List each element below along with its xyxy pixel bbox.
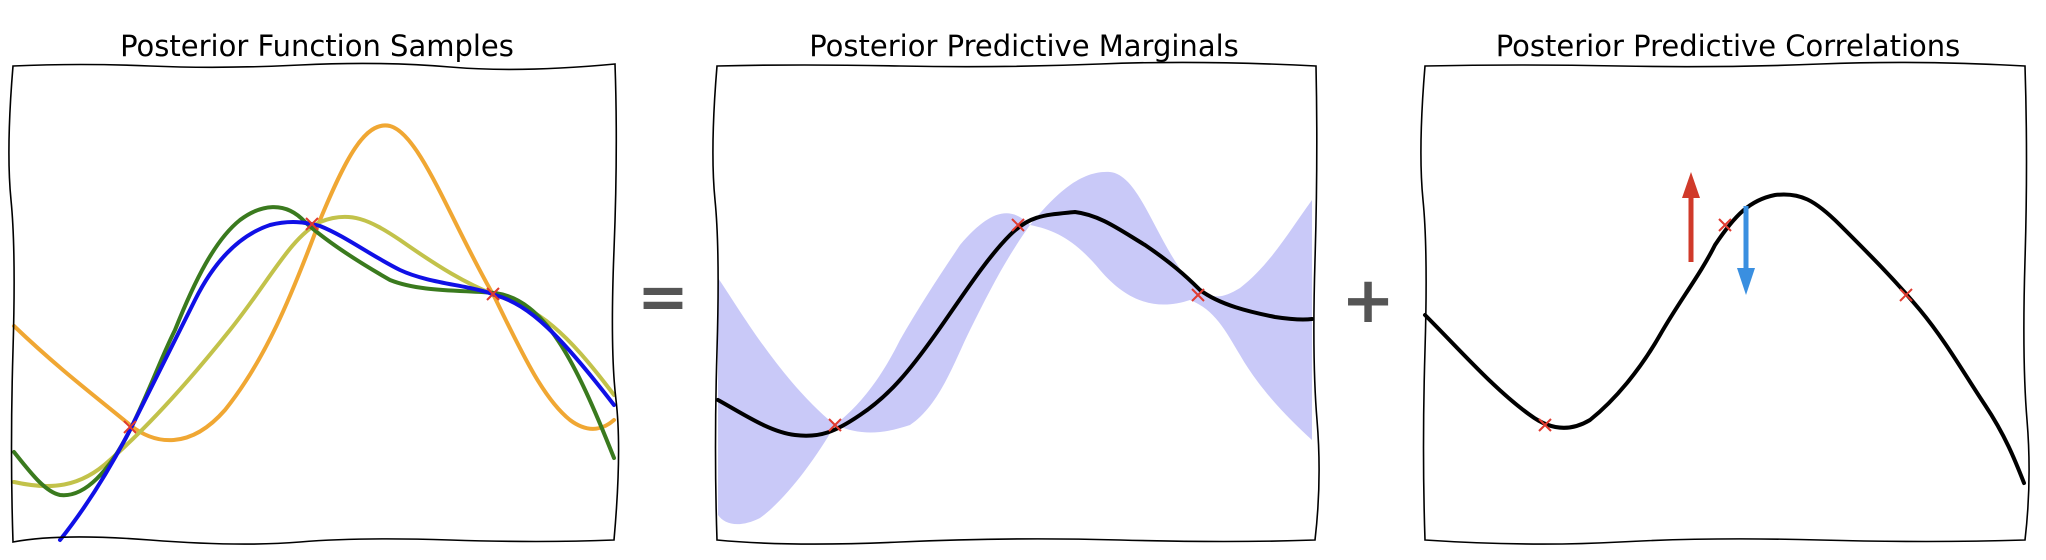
observation-marker-7 bbox=[1538, 418, 1552, 432]
observation-marker-2 bbox=[305, 217, 319, 231]
plus-operator: + bbox=[1341, 264, 1395, 338]
panel-frame-correlations bbox=[1420, 61, 2030, 545]
observation-marker-6 bbox=[1191, 288, 1205, 302]
blue-down-arrow bbox=[1737, 206, 1755, 295]
observation-marker-9 bbox=[1899, 288, 1913, 302]
panel-title-samples: Posterior Function Samples bbox=[120, 29, 514, 63]
panel-posterior-function-samples: Posterior Function Samples bbox=[8, 29, 620, 545]
observation-marker-1 bbox=[123, 420, 137, 434]
correlation-sample-curve bbox=[1423, 192, 2026, 485]
red-up-arrow bbox=[1682, 172, 1700, 262]
sample-curve-green bbox=[12, 205, 616, 498]
observation-marker-8 bbox=[1718, 218, 1732, 232]
panel-posterior-predictive-correlations: Posterior Predictive Correlations bbox=[1420, 29, 2030, 545]
observation-marker-3 bbox=[486, 287, 500, 301]
panel-title-marginals: Posterior Predictive Marginals bbox=[809, 29, 1239, 63]
equals-operator: = bbox=[637, 260, 689, 333]
observation-marker-4 bbox=[828, 418, 842, 432]
sample-curve-olive bbox=[12, 214, 616, 488]
panel-title-correlations: Posterior Predictive Correlations bbox=[1496, 29, 1961, 63]
observation-marker-5 bbox=[1011, 218, 1025, 232]
panel-frame-samples bbox=[8, 62, 620, 545]
confidence-band bbox=[718, 171, 1312, 525]
sample-curve-orange bbox=[12, 123, 616, 443]
panel-posterior-predictive-marginals: Posterior Predictive Marginals bbox=[712, 29, 1320, 545]
sample-curve-blue bbox=[58, 220, 616, 542]
panel-frame-marginals bbox=[712, 61, 1320, 545]
